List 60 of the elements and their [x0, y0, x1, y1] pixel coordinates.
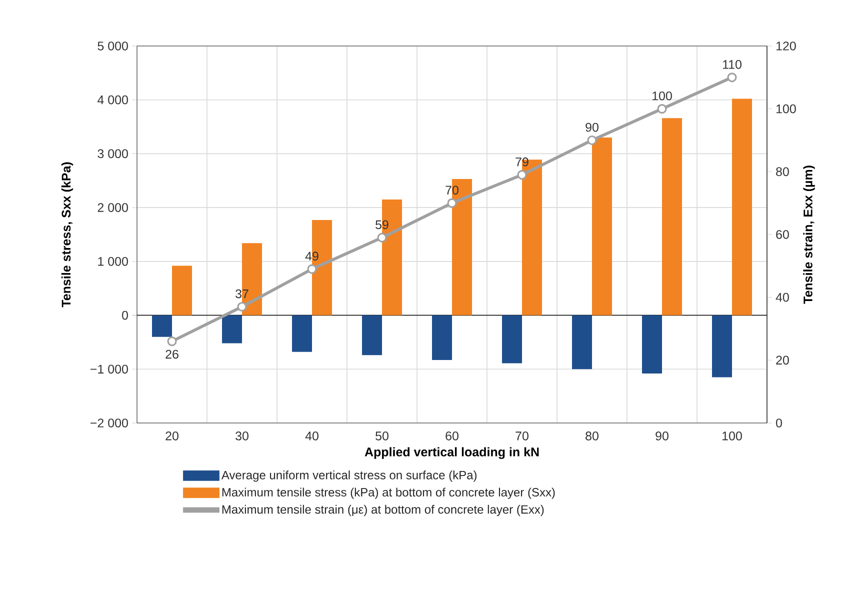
point	[377, 232, 387, 242]
data-label: 90	[586, 122, 598, 132]
x-tick-label: 60	[446, 432, 458, 440]
bar	[432, 315, 452, 360]
point	[657, 104, 667, 114]
point	[727, 72, 737, 82]
bar	[592, 138, 612, 316]
data-label: 79	[516, 157, 528, 166]
y2-tick-label: 120	[776, 42, 796, 50]
data-label: 59	[376, 220, 388, 230]
y2-tick-label: 60	[776, 230, 789, 239]
point	[587, 135, 597, 146]
bar	[642, 315, 662, 374]
x-tick-label: 80	[586, 432, 598, 440]
data-label: 26	[166, 350, 178, 359]
y2-tick-label: 100	[776, 104, 796, 114]
bar	[572, 315, 592, 370]
y-tick-label: 5 000	[98, 42, 128, 50]
y-tick-label: −1 000	[90, 364, 128, 374]
data-label: 70	[446, 186, 458, 195]
point	[167, 336, 177, 346]
y2-tick-label: 40	[776, 292, 789, 302]
y-tick-label: 2 000	[98, 203, 128, 212]
bar	[222, 315, 242, 344]
y2-axis-title: Tensile strain, Exx (µm)	[803, 166, 815, 304]
bar	[292, 315, 312, 352]
bar	[502, 315, 522, 364]
y-tick-label: −2 000	[90, 418, 128, 428]
legend-label: Maximum tensile strain (με) at bottom of concrete layer (Exx)	[222, 504, 544, 516]
data-label: 37	[236, 289, 248, 298]
bar	[732, 98, 752, 316]
y-tick-label: 3 000	[98, 149, 128, 158]
y2-tick-label: 0	[776, 418, 782, 428]
x-tick-label: 30	[236, 432, 248, 440]
point	[237, 302, 247, 312]
x-tick-label: 50	[376, 432, 388, 440]
bar	[172, 266, 192, 316]
bar	[362, 315, 382, 356]
point	[307, 264, 317, 274]
bar	[152, 315, 172, 337]
data-label: 100	[652, 91, 672, 100]
point	[517, 170, 527, 180]
x-tick-label: 20	[166, 432, 178, 440]
data-label: 110	[722, 60, 742, 69]
x-axis-title: Applied vertical loading in kN	[364, 447, 539, 459]
x-tick-label: 40	[305, 432, 318, 440]
y2-tick-label: 80	[776, 167, 789, 176]
y-tick-label: 0	[122, 310, 128, 320]
y-tick-label: 1 000	[98, 256, 128, 266]
legend-label: Average uniform vertical stress on surface (kPa)	[221, 470, 477, 482]
legend-label: Maximum tensile stress (kPa) at bottom of concrete layer (Sxx)	[222, 488, 555, 499]
point	[447, 198, 457, 208]
bar	[662, 118, 682, 316]
bar	[712, 315, 732, 378]
x-tick-label: 70	[516, 432, 528, 440]
x-tick-label: 100	[722, 432, 742, 440]
x-tick-label: 90	[656, 432, 668, 440]
y-tick-label: 4 000	[97, 95, 128, 104]
y2-tick-label: 20	[776, 356, 789, 365]
y-axis-title: Tensile stress, Sxx (kPa)	[61, 162, 74, 308]
